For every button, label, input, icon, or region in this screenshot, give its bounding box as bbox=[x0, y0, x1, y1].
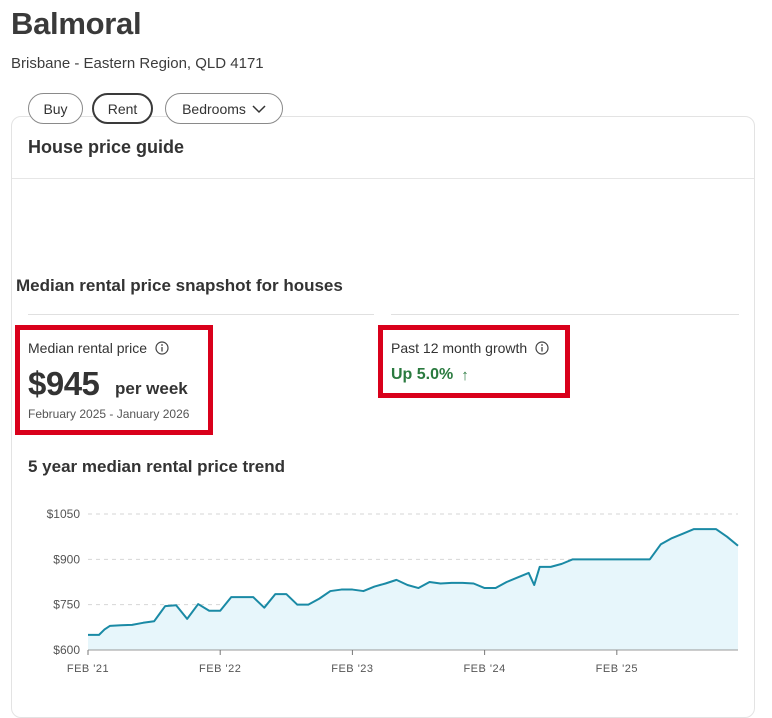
info-icon[interactable] bbox=[535, 341, 549, 355]
bedrooms-dropdown[interactable]: Bedrooms bbox=[165, 93, 283, 124]
x-tick-label: FEB '23 bbox=[331, 663, 373, 675]
rental-trend-chart: $600 $750 $900 $1050 FEB '21 FEB '22 FEB '23 FE… bbox=[47, 507, 739, 675]
trend-title: 5 year median rental price trend bbox=[28, 457, 285, 476]
buy-filter-label: Buy bbox=[43, 100, 68, 117]
median-price-value: $945 bbox=[28, 365, 100, 402]
y-tick-label: $900 bbox=[53, 552, 80, 566]
median-price-unit: per week bbox=[115, 379, 188, 398]
y-tick-label: $1050 bbox=[47, 507, 81, 521]
bedrooms-label: Bedrooms bbox=[182, 100, 246, 117]
series-line bbox=[88, 528, 739, 636]
series-area bbox=[88, 529, 738, 650]
y-tick-label: $750 bbox=[53, 598, 80, 612]
x-tick-label: FEB '24 bbox=[463, 663, 505, 675]
rent-filter-button[interactable]: Rent bbox=[92, 93, 153, 124]
suburb-title: Balmoral bbox=[11, 6, 142, 41]
growth-highlight-box bbox=[378, 325, 570, 398]
buy-filter-button[interactable]: Buy bbox=[28, 93, 83, 124]
growth-stat-label: Past 12 month growth bbox=[391, 340, 549, 356]
x-tick-label: FEB '21 bbox=[67, 663, 109, 675]
divider-left bbox=[28, 314, 374, 315]
snapshot-title: Median rental price snapshot for houses bbox=[16, 276, 343, 295]
median-period: February 2025 - January 2026 bbox=[28, 407, 190, 421]
divider-right bbox=[391, 314, 739, 315]
chevron-down-icon bbox=[252, 101, 266, 117]
growth-value: Up 5.0% ↑ bbox=[391, 366, 469, 384]
suburb-location: Brisbane - Eastern Region, QLD 4171 bbox=[11, 55, 264, 72]
growth-label-text: Past 12 month growth bbox=[391, 340, 528, 356]
y-tick-label: $600 bbox=[53, 643, 80, 657]
x-tick-label: FEB '25 bbox=[596, 663, 638, 675]
arrow-up-icon: ↑ bbox=[461, 366, 469, 384]
x-tick-label: FEB '22 bbox=[199, 663, 241, 675]
info-icon[interactable] bbox=[155, 341, 169, 355]
growth-value-text: Up 5.0% bbox=[391, 366, 454, 383]
card-header: House price guide bbox=[12, 117, 754, 179]
median-stat-label: Median rental price bbox=[28, 340, 169, 356]
median-label-text: Median rental price bbox=[28, 340, 148, 356]
card-title: House price guide bbox=[28, 137, 185, 157]
rent-filter-label: Rent bbox=[107, 100, 138, 117]
median-highlight-box bbox=[15, 325, 213, 435]
